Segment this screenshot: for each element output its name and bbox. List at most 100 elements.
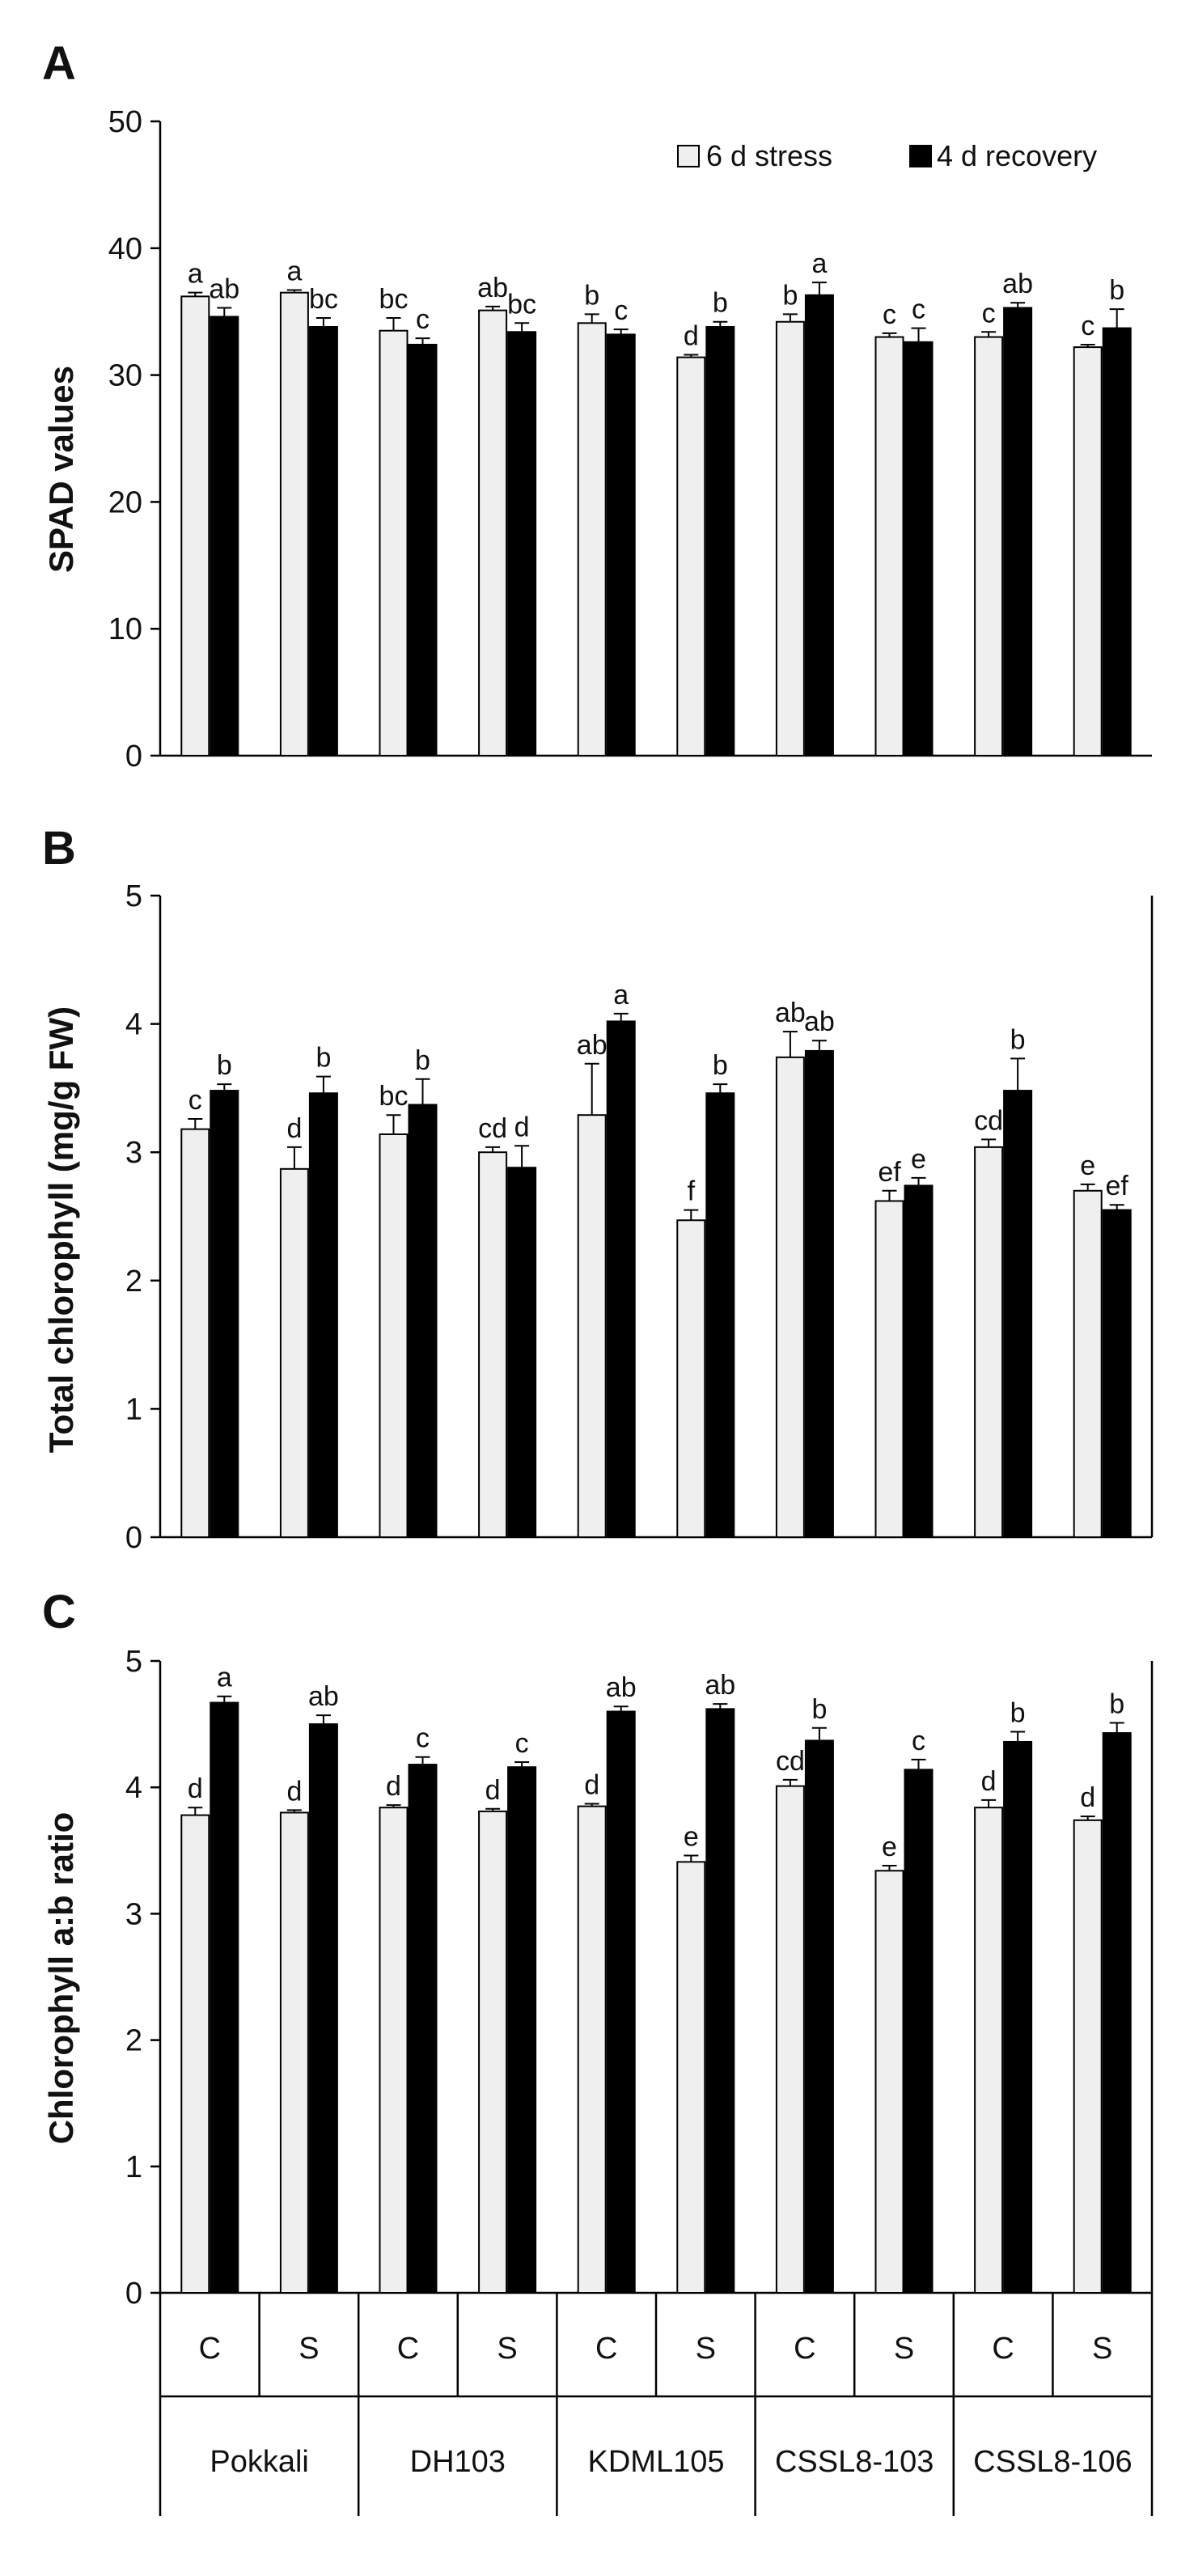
- panel-a-significance-letter: ab: [1002, 269, 1033, 299]
- treatment-label: S: [1092, 2332, 1112, 2366]
- panel-b-significance-letter: b: [315, 1043, 331, 1074]
- panel-a-bar-stress: [180, 295, 210, 757]
- panel-a-significance-letter: bc: [507, 289, 536, 320]
- panel-a-bar-stress: [874, 336, 904, 756]
- group-label: KDML105: [588, 2445, 725, 2479]
- panel-b-y-tick-label: 1: [125, 1392, 142, 1426]
- legend-label-stress: 6 d stress: [706, 139, 832, 172]
- panel-a-bar-recovery: [408, 343, 438, 756]
- panel-a-bar-recovery: [1102, 327, 1132, 757]
- panel-c-bar-stress: [180, 1814, 210, 2294]
- panel-a-significance-letter: c: [912, 294, 925, 325]
- panel-c-significance-letter: d: [386, 1771, 401, 1802]
- panel-b-bar-stress: [676, 1219, 706, 1539]
- panel-b-bar-recovery: [804, 1049, 834, 1538]
- panel-c-bar-recovery: [705, 1708, 735, 2294]
- treatment-label: S: [894, 2332, 914, 2366]
- panel-c-significance-letter: e: [684, 1822, 699, 1853]
- panel-b-significance-letter: b: [217, 1050, 232, 1081]
- panel-b-bar-stress: [180, 1128, 210, 1538]
- panel-c-significance-letter: a: [217, 1663, 232, 1693]
- panel-b-significance-letter: ab: [577, 1030, 608, 1061]
- x-axis-categories: C S C S C S C S C S Pokkali DH103 KDML105 CSSL8-103 CS…: [159, 2293, 1154, 2516]
- panel-b-bar-recovery: [308, 1092, 338, 1538]
- panel-b-y-tick-label: 5: [125, 879, 142, 913]
- panel-b-bar-stress: [974, 1146, 1004, 1538]
- panel-a-significance-letter: ab: [477, 273, 508, 303]
- panel-a-y-tick-label: 30: [108, 359, 142, 393]
- panel-b-bar-stress: [1073, 1189, 1103, 1539]
- panel-b-bar-stress: [775, 1056, 805, 1539]
- panel-a-significance-letter: a: [811, 248, 827, 279]
- panel-c-y-tick-label: 0: [125, 2277, 142, 2311]
- panel-a-bar-stress: [577, 322, 607, 756]
- panel-c-significance-letter: d: [981, 1766, 997, 1797]
- panel-c-bar-recovery: [308, 1723, 338, 2294]
- panel-b-bar-recovery: [210, 1090, 239, 1538]
- panel-c-bar-stress: [379, 1807, 409, 2294]
- panel-a-significance-letter: a: [286, 256, 302, 287]
- panel-a-significance-letter: a: [188, 259, 203, 290]
- legend-label-recovery: 4 d recovery: [937, 139, 1097, 172]
- panel-c-significance-letter: c: [912, 1726, 925, 1756]
- group-label: CSSL8-106: [973, 2445, 1132, 2479]
- panel-c-significance-letter: c: [416, 1723, 430, 1754]
- treatment-label: C: [794, 2332, 815, 2366]
- treatment-label: C: [992, 2332, 1014, 2366]
- group-label: Pokkali: [210, 2445, 309, 2479]
- panel-c-bar-stress: [874, 1870, 904, 2294]
- panel-c-significance-letter: d: [584, 1770, 599, 1801]
- panel-b-significance-letter: b: [713, 1050, 728, 1081]
- panel-b-bar-recovery: [904, 1184, 934, 1539]
- panel-b-bar-recovery: [1102, 1209, 1132, 1538]
- panel-a-significance-letter: d: [684, 321, 699, 352]
- panel-a-bar-stress: [775, 320, 805, 756]
- panel-c-bar-recovery: [804, 1739, 834, 2294]
- panel-a-bar-recovery: [904, 341, 934, 756]
- panel-b-bar-stress: [577, 1114, 607, 1539]
- panel-a-bar-recovery: [210, 316, 239, 756]
- panel-c-significance-letter: c: [515, 1728, 529, 1759]
- panel-c-bar-stress: [676, 1861, 706, 2294]
- panel-a-y-axis-title: SPAD values: [42, 366, 80, 573]
- panel-c-y-tick-label: 5: [125, 1645, 142, 1679]
- panel-b-bar-stress: [874, 1200, 904, 1539]
- panel-a-significance-letter: bc: [379, 284, 409, 315]
- panel-b-significance-letter: ef: [1106, 1171, 1129, 1201]
- panel-b-significance-letter: cd: [478, 1113, 507, 1144]
- panel-a-significance-letter: c: [883, 299, 896, 330]
- panel-b-bar-recovery: [606, 1020, 636, 1538]
- panel-c-bar-recovery: [408, 1764, 438, 2294]
- panel-a-significance-letter: c: [982, 298, 996, 328]
- panel-c-significance-letter: e: [882, 1832, 897, 1862]
- panel-b-significance-letter: cd: [974, 1105, 1003, 1136]
- panel-a-significance-letter: c: [1081, 311, 1094, 341]
- panel-b-label: B: [42, 822, 76, 875]
- panel-b-bar-recovery: [1003, 1090, 1033, 1538]
- panel-b-y-tick-label: 4: [125, 1008, 142, 1042]
- panel-b-bar-stress: [279, 1167, 309, 1538]
- panel-b-significance-letter: ab: [804, 1006, 835, 1037]
- panel-a-significance-letter: c: [614, 295, 628, 326]
- panel-c-bar-stress: [775, 1785, 805, 2294]
- panel-b-significance-letter: f: [688, 1176, 696, 1207]
- panel-c-bar-recovery: [1003, 1740, 1033, 2294]
- panel-c-y-tick-label: 4: [125, 1771, 142, 1805]
- panel-a-y-tick-label: 40: [108, 232, 142, 266]
- panel-a-y-tick-label: 0: [125, 739, 142, 773]
- panel-c-significance-letter: d: [286, 1776, 302, 1807]
- panel-b-significance-letter: bc: [379, 1081, 409, 1112]
- panel-c-label: C: [42, 1586, 76, 1638]
- panel-a-bar-recovery: [606, 333, 636, 756]
- panel-c-significance-letter: b: [1109, 1689, 1124, 1720]
- panel-c-significance-letter: b: [811, 1694, 827, 1725]
- legend-swatch-recovery: [909, 145, 932, 167]
- panel-b-significance-letter: e: [1080, 1150, 1095, 1181]
- panel-c-bar-stress: [974, 1807, 1004, 2294]
- panel-c-significance-letter: ab: [308, 1681, 339, 1712]
- legend-swatch-stress: [677, 145, 700, 167]
- panel-c-significance-letter: d: [1080, 1782, 1095, 1813]
- panel-b-bar-recovery: [507, 1167, 537, 1539]
- panel-c-significance-letter: ab: [705, 1670, 735, 1701]
